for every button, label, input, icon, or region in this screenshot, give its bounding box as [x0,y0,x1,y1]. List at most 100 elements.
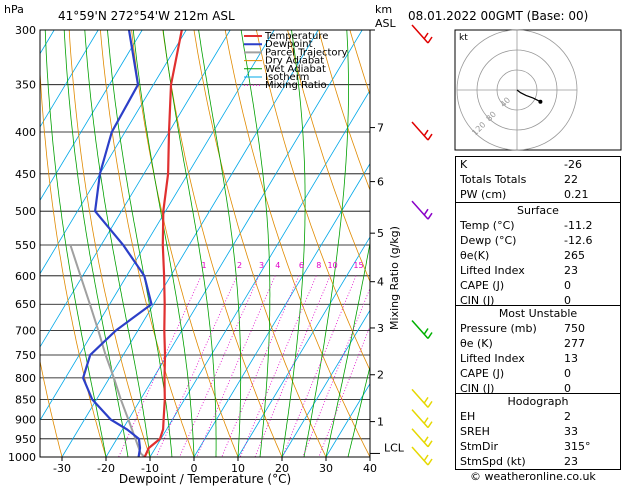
surface-title: Surface [517,204,559,217]
x-tick-label: 20 [275,462,289,475]
most-unstable-title: Most Unstable [498,307,578,320]
wind-barb-flag [423,454,429,462]
dry-adiabat-line [318,30,370,192]
wet-adiabat-line [107,30,173,457]
wind-barb-flag [423,436,429,444]
hodograph-stats-row: SREH 33 [460,425,578,438]
mixing-ratio-label: 3 [259,261,264,270]
wind-barb-flag [423,208,429,216]
x-tick-label: -30 [53,462,71,475]
pressure-tick-label: 400 [15,126,36,139]
mixing-ratio-label: 10 [327,261,337,270]
wind-barb-flag [427,440,433,448]
pressure-tick-label: 450 [15,168,36,181]
hodograph-storm-motion [538,99,543,104]
x-tick-label: -10 [141,462,159,475]
km-tick-label: 5 [377,227,384,240]
dry-adiabat-line [68,30,151,457]
x-tick-label: 10 [231,462,245,475]
wind-barb [411,409,433,429]
surface-panel: Surface Temp (°C) -11.2 Dewp (°C) -12.6 θe… [455,202,621,309]
lcl-label: LCL [384,441,405,454]
isotherm-line [105,30,363,457]
wind-barb-flag [423,328,429,335]
dry-adiabat-line [162,30,283,457]
km-label: km [375,3,392,16]
wet-adiabat-line [198,30,242,457]
dry-adiabat-line [40,359,63,457]
wet-adiabat-line [347,365,370,457]
wind-barb-flag [427,212,433,220]
dry-adiabat-line [131,30,239,457]
temperature-profile [143,30,183,457]
legend-label: Temperature [264,31,328,42]
most-unstable-row: CIN (J) 0 [460,382,571,395]
km-tick-label: 1 [377,416,384,429]
wind-barb-flag [423,396,429,404]
legend-label: Parcel Trajectory [265,47,348,58]
wind-barb-shaft [411,409,429,429]
pressure-tick-label: 600 [15,270,36,283]
mixing-ratio-label: 15 [353,261,363,270]
isotherm-line [40,30,99,128]
hpa-label: hPa [4,3,24,16]
index-row-k: K -26 [460,158,582,171]
most-unstable-row: Lifted Index 13 [460,352,578,365]
legend-label: Mixing Ratio [265,80,327,91]
wind-barb [411,121,433,141]
wind-barb-flag [427,332,433,339]
indices-panel: K -26 Totals Totals 22 PW (cm) 0.21 [455,156,621,203]
isotherm-line [0,30,10,457]
wind-barb [411,428,433,448]
km-tick-label: 4 [377,276,384,289]
location-title: 41°59'N 272°54'W 212m ASL [58,9,235,23]
wind-barb-flag [427,458,433,466]
wind-barb-shaft [411,200,429,220]
x-axis-label: Dewpoint / Temperature (°C) [119,472,291,486]
isotherm-line [40,30,143,202]
mixing-ratio-axis-label: Mixing Ratio (g/kg) [388,226,401,330]
wind-barb-flag [423,32,429,40]
isotherm-line [237,236,370,457]
wind-barb-flag [427,400,433,408]
mixing-ratio-line [196,275,276,457]
wind-barb [411,200,433,220]
x-tick-label: 30 [319,462,333,475]
asl-label: ASL [375,17,397,30]
x-tick-label: -20 [97,462,115,475]
index-row-pw: PW (cm) 0.21 [460,188,589,201]
dry-adiabat-line [100,30,195,457]
wet-adiabat-line [84,30,151,457]
mixing-ratio-line [239,275,317,457]
wind-barb-flag [423,129,429,137]
pressure-tick-label: 550 [15,239,36,252]
hodograph-stats-row: StmDir 315° [460,440,591,453]
mixing-ratio-label: 2 [237,261,242,270]
wind-barb-flag [427,133,433,141]
wind-barb [411,24,433,44]
wet-adiabat-line [240,30,271,457]
parcel-trajectory [69,244,146,457]
pressure-tick-label: 850 [15,393,36,406]
surface-row: Lifted Index 23 [460,264,578,277]
wind-barb-shaft [411,121,429,141]
x-tick-label: 0 [191,462,198,475]
mixing-ratio-label: 6 [299,261,304,270]
mixing-ratio-line [282,275,357,457]
wind-barb-flag [427,421,433,429]
hodograph-trace [516,89,541,103]
isotherm-line [325,382,370,457]
wet-adiabat-line [281,30,306,457]
pressure-tick-label: 950 [15,433,36,446]
wind-barb-flag [423,417,429,425]
hodograph-stats-row: StmSpd (kt) 23 [460,455,578,468]
mixing-ratio-line [155,275,238,457]
hodograph-stats-panel: Hodograph EH 2 SREH 33 StmDir 315° StmSpd (… [455,393,621,470]
mixing-ratio-label: 20 [372,261,382,270]
pressure-tick-label: 1000 [8,451,36,464]
hodograph-stats-row: EH 2 [460,410,571,423]
surface-row: CIN (J) 0 [460,294,571,307]
credit-link[interactable]: © weatheronline.co.uk [470,470,596,483]
legend-label: Dry Adiabat [265,56,324,67]
